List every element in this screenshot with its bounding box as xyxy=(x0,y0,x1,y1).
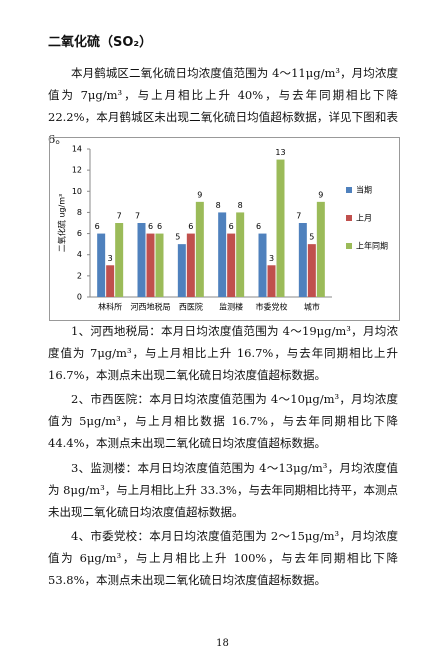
data-label: 3 xyxy=(108,254,113,263)
y-tick-label: 4 xyxy=(77,250,82,259)
bar xyxy=(236,212,245,297)
bar xyxy=(115,223,124,297)
data-label: 6 xyxy=(188,222,193,231)
data-label: 5 xyxy=(175,233,180,242)
data-label: 7 xyxy=(117,212,122,221)
bar xyxy=(227,233,236,297)
x-tick-label: 市委党校 xyxy=(256,302,288,312)
data-label: 3 xyxy=(269,254,274,263)
data-label: 7 xyxy=(296,212,301,221)
bar xyxy=(146,233,155,297)
data-label: 9 xyxy=(318,190,323,199)
legend-label: 上年同期 xyxy=(356,241,388,251)
bar xyxy=(106,265,115,297)
x-tick-label: 河西地税局 xyxy=(131,302,171,312)
y-tick-label: 2 xyxy=(77,271,82,280)
x-tick-label: 西医院 xyxy=(179,302,203,312)
paragraph: 4、市委党校：本月日均浓度值范围为 2～15μg/m³，月均浓度值为 6μg/m… xyxy=(48,529,398,587)
bar xyxy=(186,233,195,297)
bar xyxy=(298,223,307,297)
bar xyxy=(307,244,316,297)
paragraph: 本月鹤城区二氧化硫日均浓度值范围为 4～11μg/m³，月均浓度值为 7μg/m… xyxy=(48,66,398,146)
data-label: 6 xyxy=(148,222,153,231)
x-tick-label: 监测楼 xyxy=(219,302,243,312)
bar xyxy=(316,201,325,297)
legend-swatch xyxy=(346,187,352,193)
legend-swatch xyxy=(346,243,352,249)
heading: 二氧化硫（SO₂） xyxy=(48,35,153,50)
bar xyxy=(137,223,146,297)
paragraph: 1、河西地税局：本月日均浓度值范围为 4～19μg/m³，月均浓度值为 7μg/… xyxy=(48,324,398,382)
y-tick-label: 8 xyxy=(77,208,82,217)
bar xyxy=(258,233,267,297)
legend-label: 上月 xyxy=(356,214,372,223)
bar xyxy=(195,201,204,297)
data-label: 8 xyxy=(216,201,221,210)
data-label: 8 xyxy=(238,201,243,210)
data-label: 13 xyxy=(275,148,285,157)
data-label: 6 xyxy=(256,222,261,231)
bar xyxy=(218,212,227,297)
bar xyxy=(267,265,276,297)
bar xyxy=(155,233,164,297)
data-label: 6 xyxy=(229,222,234,231)
paragraph: 2、市西医院：本月日均浓度值范围为 4～10μg/m³，月均浓度值为 5μg/m… xyxy=(48,392,398,450)
data-label: 5 xyxy=(309,233,314,242)
y-tick-label: 12 xyxy=(72,166,82,175)
legend-swatch xyxy=(346,215,352,221)
x-tick-label: 林科所 xyxy=(98,302,122,312)
data-label: 9 xyxy=(197,190,202,199)
x-tick-label: 城市 xyxy=(304,302,320,312)
y-tick-label: 6 xyxy=(77,229,82,238)
paragraph: 3、监测楼：本月日均浓度值范围为 4～13μg/m³，月均浓度值为 8μg/m³… xyxy=(48,461,398,519)
legend-label: 当期 xyxy=(356,185,372,195)
data-label: 7 xyxy=(135,212,140,221)
y-axis-label: 二氧化硫 ug/m³ xyxy=(57,194,67,252)
page-number: 18 xyxy=(216,638,229,649)
y-tick-label: 0 xyxy=(77,293,82,302)
data-label: 6 xyxy=(157,222,162,231)
bar xyxy=(177,244,186,297)
y-tick-label: 10 xyxy=(72,187,82,196)
bar xyxy=(97,233,106,297)
data-label: 6 xyxy=(95,222,100,231)
y-tick-label: 14 xyxy=(72,145,82,154)
bar xyxy=(276,159,285,297)
